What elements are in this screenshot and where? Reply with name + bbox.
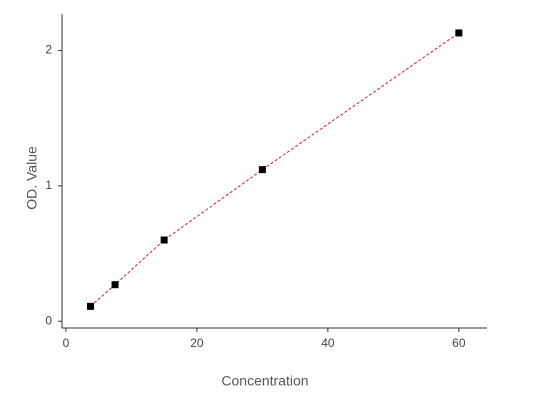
x-tick-label: 40 — [321, 336, 335, 350]
y-axis-title: OD. Value — [24, 146, 40, 210]
data-point — [160, 236, 168, 244]
y-tick-label: 1 — [45, 178, 52, 192]
data-point — [111, 281, 119, 289]
data-point — [258, 166, 266, 174]
x-tick-label: 0 — [63, 336, 70, 350]
x-tick-label: 20 — [190, 336, 204, 350]
data-point — [455, 29, 463, 37]
x-axis-title: Concentration — [221, 373, 308, 389]
y-tick-label: 2 — [45, 43, 52, 57]
y-tick-label: 0 — [45, 313, 52, 327]
x-tick-label: 60 — [452, 336, 466, 350]
fit-line — [90, 32, 460, 307]
data-point — [86, 302, 94, 310]
